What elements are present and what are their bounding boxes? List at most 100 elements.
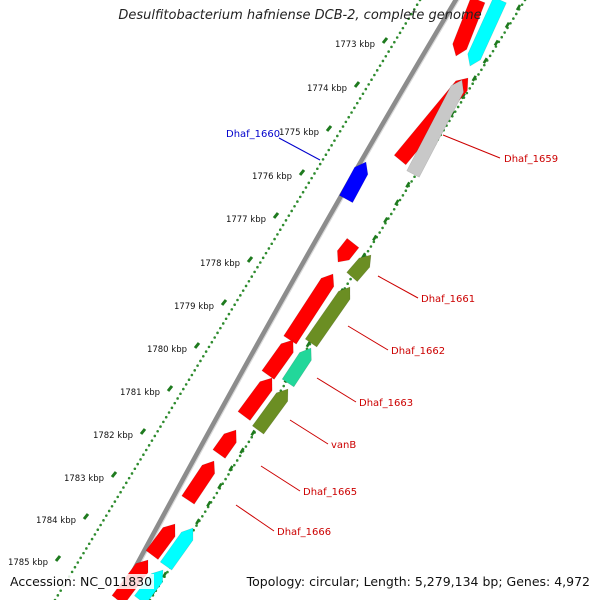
track-dot <box>341 125 345 128</box>
gene-label[interactable]: vanB <box>331 440 356 451</box>
track-dot <box>224 317 228 321</box>
trna-feature <box>338 161 369 203</box>
gene-label[interactable]: Dhaf_1662 <box>391 346 445 357</box>
track-tick <box>372 234 378 242</box>
track-dot <box>122 486 125 489</box>
track-dot <box>224 477 227 481</box>
track-dot <box>87 542 91 546</box>
track-dot <box>79 556 82 560</box>
gene-label[interactable]: Dhaf_1661 <box>421 294 475 305</box>
track-dot <box>150 439 154 442</box>
track-dot <box>250 435 254 439</box>
track-dot <box>193 369 197 372</box>
track-dot <box>401 194 405 197</box>
track-dot <box>500 35 504 39</box>
genome-summary: Topology: circular; Length: 5,279,134 bp… <box>244 574 592 589</box>
track-dot <box>415 3 419 6</box>
track-tick <box>493 39 499 47</box>
cds-feature <box>452 0 486 57</box>
track-dot <box>287 214 291 217</box>
kbp-tick-mark <box>353 81 361 88</box>
track-dot <box>221 322 225 325</box>
track-dot <box>407 17 410 21</box>
label-leader-line <box>278 137 321 161</box>
kbp-tick-label: 1782 kbp <box>93 431 133 441</box>
track-dot <box>73 565 77 569</box>
track-dot <box>159 425 162 428</box>
track-dot <box>370 78 373 81</box>
kbp-tick-mark <box>298 169 306 176</box>
track-dot <box>82 551 85 555</box>
track-dot <box>480 68 483 72</box>
cds-feature-cyan <box>467 0 507 67</box>
label-leader-line <box>289 419 329 445</box>
track-dot <box>366 249 370 253</box>
track-dot <box>261 256 265 260</box>
track-dot <box>395 36 399 39</box>
track-dot <box>387 50 390 53</box>
gene-label[interactable]: Dhaf_1665 <box>303 487 357 498</box>
track-dot <box>162 420 165 424</box>
track-dot <box>93 533 97 536</box>
gene-label[interactable]: Dhaf_1660 <box>226 129 280 140</box>
track-tick <box>383 217 389 224</box>
track-dot <box>512 17 515 20</box>
track-dot <box>105 514 108 517</box>
track-dot <box>213 336 216 339</box>
label-leader-line <box>316 377 357 403</box>
track-dot <box>494 45 498 48</box>
track-dot <box>239 294 242 297</box>
track-tick <box>504 22 511 29</box>
track-dot <box>336 134 339 138</box>
track-dot <box>85 547 88 550</box>
track-dot <box>136 462 139 466</box>
track-dot <box>375 69 379 72</box>
track-dot <box>410 180 413 183</box>
track-dot <box>56 594 60 597</box>
track-dot <box>298 195 302 199</box>
track-dot <box>491 49 495 53</box>
track-dot <box>201 514 204 518</box>
track-dot <box>142 453 145 456</box>
cds-feature <box>237 377 273 421</box>
kbp-labels: 1773 kbp 1774 kbp 1775 kbp 1776 kbp 1777 kbp… <box>8 37 389 568</box>
gene-label[interactable]: Dhaf_1659 <box>504 154 558 165</box>
track-dot <box>127 476 131 480</box>
gene-label[interactable]: Dhaf_1666 <box>277 527 331 538</box>
track-dot <box>124 481 128 485</box>
kbp-tick-mark <box>272 212 280 219</box>
track-dot <box>483 63 486 67</box>
track-dot <box>102 519 105 522</box>
track-dot <box>307 181 311 185</box>
track-dot <box>167 411 171 414</box>
kbp-tick-mark <box>82 513 90 520</box>
kbp-tick-mark <box>220 299 228 306</box>
track-dot <box>321 158 325 161</box>
track-dot <box>361 92 365 96</box>
track-dot <box>107 509 111 513</box>
track-tick <box>460 92 466 100</box>
track-dot <box>244 445 248 448</box>
kbp-tick-label: 1780 kbp <box>147 345 187 355</box>
gene-label[interactable]: Dhaf_1663 <box>359 398 413 409</box>
track-dot <box>284 219 288 222</box>
track-dot <box>96 528 100 531</box>
track-dot <box>216 331 219 335</box>
cds-feature-teal <box>281 347 312 388</box>
track-dot <box>247 440 251 444</box>
track-dot <box>330 144 333 147</box>
track-dot <box>378 64 382 67</box>
track-dot <box>313 172 316 175</box>
kbp-tick-label: 1777 kbp <box>226 215 266 225</box>
track-dot <box>119 490 122 494</box>
track-dot <box>256 265 259 269</box>
kbp-tick-label: 1773 kbp <box>335 40 375 50</box>
track-dot <box>381 226 384 230</box>
kbp-tick-mark <box>325 125 333 132</box>
track-dot <box>215 491 219 495</box>
track-dot <box>153 434 157 438</box>
track-dot <box>471 82 474 86</box>
track-dot <box>176 397 179 400</box>
track-dot <box>235 459 239 462</box>
